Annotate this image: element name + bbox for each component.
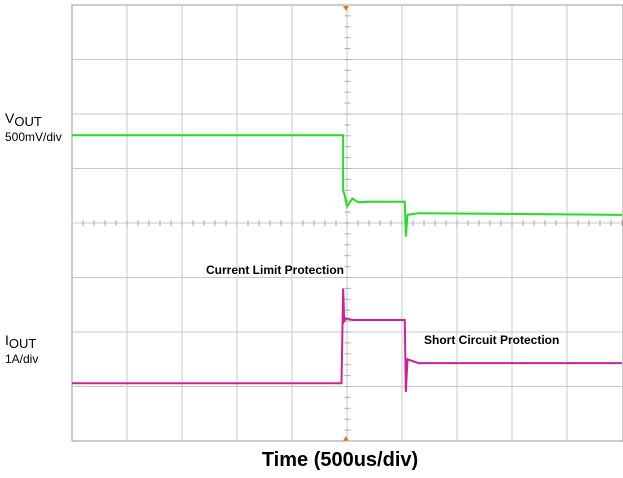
trigger-marker [343, 436, 349, 441]
channel-subscript: OUT [9, 336, 37, 351]
annotation: Current Limit Protection [206, 263, 344, 277]
channel-label: VOUT [5, 110, 42, 129]
channel-subscript: OUT [14, 114, 42, 129]
trigger-marker [343, 6, 349, 11]
channel-scale: 500mV/div [5, 130, 62, 144]
x-axis-label: Time (500us/div) [262, 449, 418, 471]
trace [72, 288, 622, 393]
channel-symbol: V [5, 110, 15, 126]
annotation: Short Circuit Protection [424, 333, 559, 347]
channel-scale: 1A/div [5, 352, 38, 366]
channel-label: IOUT [5, 332, 36, 351]
trace [72, 134, 623, 237]
channel-symbol: I [5, 332, 9, 348]
